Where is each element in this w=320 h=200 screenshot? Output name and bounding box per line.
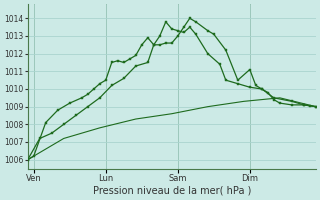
X-axis label: Pression niveau de la mer( hPa ): Pression niveau de la mer( hPa ) <box>92 186 251 196</box>
